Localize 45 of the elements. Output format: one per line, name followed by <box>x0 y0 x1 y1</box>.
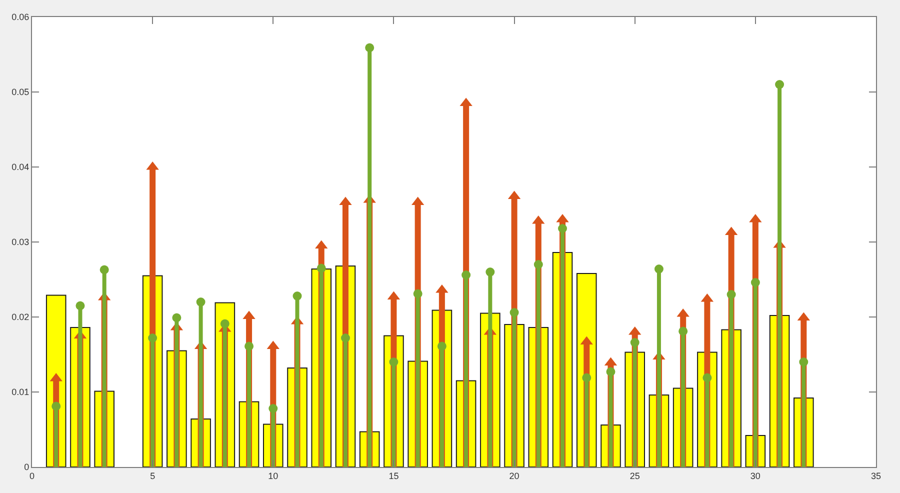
point <box>678 326 688 336</box>
x-tick-label: 15 <box>388 470 399 481</box>
point <box>486 268 495 276</box>
x-tick-label: 20 <box>509 470 520 481</box>
point <box>268 404 278 413</box>
y-tick-label: 0.03 <box>12 237 30 248</box>
point <box>220 319 230 328</box>
x-tick-label: 25 <box>630 470 640 481</box>
y-tick-label: 0.05 <box>12 87 30 98</box>
y-tick-label: 0.04 <box>12 162 30 172</box>
y-tick-label: 0.01 <box>12 387 30 398</box>
point <box>292 292 302 300</box>
point <box>76 301 85 310</box>
point <box>172 313 182 322</box>
y-tick-label: 0.02 <box>12 312 30 322</box>
point <box>365 43 374 52</box>
point <box>582 373 592 382</box>
point <box>510 308 519 317</box>
point <box>148 334 158 342</box>
point <box>196 298 206 306</box>
point <box>750 278 760 287</box>
point <box>702 373 712 382</box>
y-tick-label: 0.06 <box>12 12 30 22</box>
point <box>316 264 326 273</box>
point <box>437 342 446 351</box>
y-tick-label: 0 <box>24 462 30 472</box>
x-tick-label: 30 <box>750 470 760 481</box>
point <box>726 290 736 299</box>
point <box>52 402 61 411</box>
point <box>799 358 808 366</box>
point <box>462 270 471 280</box>
point <box>558 224 568 233</box>
x-tick-label: 10 <box>268 470 278 481</box>
point <box>630 338 640 347</box>
x-tick-label: 35 <box>870 470 882 481</box>
point <box>606 367 616 376</box>
x-tick-label: 5 <box>150 470 156 481</box>
point <box>654 264 664 274</box>
point <box>100 265 109 274</box>
point <box>413 289 422 298</box>
point <box>534 260 543 269</box>
point <box>244 342 254 351</box>
point <box>775 80 784 89</box>
point <box>389 358 398 366</box>
point <box>340 334 350 342</box>
